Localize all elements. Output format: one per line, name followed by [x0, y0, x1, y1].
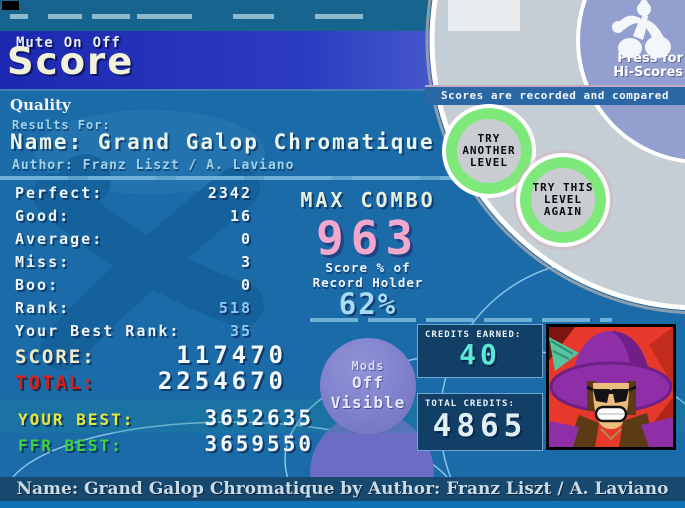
mods-title: Mods	[351, 359, 385, 373]
credits-earned-box: CREDITS EARNED: 40	[417, 324, 543, 378]
footer-strip	[0, 501, 685, 508]
record-pct-line2: Record Holder	[312, 275, 424, 290]
button-grey-center: TRY ANOTHER LEVEL	[457, 119, 521, 183]
song-name: Name: Grand Galop Chromatique	[10, 130, 435, 154]
stat-label: Good:	[15, 207, 71, 225]
ffr-best-row: FFR BEST: 3659550	[18, 432, 314, 456]
results-for-label: Results For:	[12, 118, 111, 132]
record-pct-line1: Score % of	[325, 260, 411, 275]
dancer-icon	[612, 0, 671, 58]
score-value: 117470	[176, 341, 287, 369]
mute-toggle[interactable]: Mute On Off	[16, 35, 131, 51]
stat-label: Perfect:	[15, 184, 104, 202]
press-hiscores-line2: Hi-Scores	[613, 65, 683, 80]
stat-value: 518	[218, 299, 252, 317]
stat-value: 35	[229, 322, 252, 340]
strip-dash	[48, 14, 82, 19]
credits-earned-value: 40	[459, 338, 501, 371]
ffr-best-label: FFR BEST:	[18, 436, 123, 455]
mute-label[interactable]: Mute	[16, 35, 54, 51]
score-label: SCORE:	[15, 346, 96, 368]
your-best-value: 3652635	[204, 406, 314, 430]
stat-label: Boo:	[15, 276, 60, 294]
button-grey-center: TRY THIS LEVEL AGAIN	[531, 168, 595, 232]
strip-dash	[137, 14, 192, 19]
total-credits-box: TOTAL CREDITS: 4865	[417, 393, 543, 451]
stat-row-rank: Rank: 518	[15, 299, 252, 317]
stat-value: 2342	[207, 184, 252, 202]
footer-bar: Name: Grand Galop Chromatique by Author:…	[0, 477, 685, 501]
mods-line1: Off	[352, 373, 384, 392]
character-portrait	[546, 324, 676, 450]
page-title: Score	[7, 40, 135, 83]
credits-earned-label: CREDITS EARNED:	[425, 330, 522, 340]
total-label: TOTAL:	[15, 372, 96, 394]
mods-line2: Visible	[330, 393, 406, 412]
stat-value: 3	[240, 253, 252, 271]
mods-status-circle: Mods Off Visible	[320, 338, 416, 434]
your-best-label: YOUR BEST:	[18, 410, 135, 429]
your-best-row: YOUR BEST: 3652635	[18, 406, 314, 430]
stat-label: Miss:	[15, 253, 71, 271]
total-row: TOTAL: 2254670	[15, 367, 287, 395]
try-another-l3: LEVEL	[469, 156, 509, 169]
strip-dash	[233, 14, 274, 19]
try-this-level-again-button[interactable]: TRY THIS LEVEL AGAIN	[516, 153, 610, 247]
total-value: 2254670	[157, 367, 287, 395]
mute-off-button[interactable]: Off	[92, 35, 121, 51]
stat-value: 0	[240, 276, 252, 294]
footer-song-info: Name: Grand Galop Chromatique by Author:…	[16, 479, 669, 499]
max-combo-label: MAX COMBO	[300, 188, 436, 212]
stat-row-miss: Miss: 3	[15, 253, 252, 271]
score-row: SCORE: 117470	[15, 341, 287, 369]
record-pct-value: 62%	[338, 287, 398, 321]
stat-row-your-best-rank: Your Best Rank: 35	[15, 322, 252, 340]
total-credits-label: TOTAL CREDITS:	[425, 399, 515, 409]
try-again-l3: AGAIN	[543, 205, 583, 218]
stat-row-perfect: Perfect: 2342	[15, 184, 252, 202]
mute-on-button[interactable]: On	[63, 35, 83, 51]
stat-row-average: Average: 0	[15, 230, 252, 248]
ffr-best-value: 3659550	[204, 432, 314, 456]
song-author: Author: Franz Liszt / A. Laviano	[12, 158, 295, 173]
hiscores-note: Scores are recorded and compared	[425, 85, 685, 105]
quality-label: Quality	[10, 96, 71, 114]
strip-dash	[92, 14, 130, 19]
strip-dash	[315, 14, 363, 19]
stat-value: 0	[240, 230, 252, 248]
stat-row-boo: Boo: 0	[15, 276, 252, 294]
corner-marker	[2, 1, 19, 10]
button-green-ring: TRY THIS LEVEL AGAIN	[520, 157, 606, 243]
max-combo-value: 963	[315, 211, 421, 265]
stat-row-good: Good: 16	[15, 207, 252, 225]
stat-value: 16	[229, 207, 252, 225]
stat-label: Your Best Rank:	[15, 322, 181, 340]
max-combo-block: MAX COMBO 963 Score % of Record Holder 6…	[280, 188, 456, 321]
stat-label: Average:	[15, 230, 104, 248]
total-credits-value: 4865	[432, 408, 528, 444]
stat-label: Rank:	[15, 299, 71, 317]
strip-dash	[10, 14, 28, 19]
